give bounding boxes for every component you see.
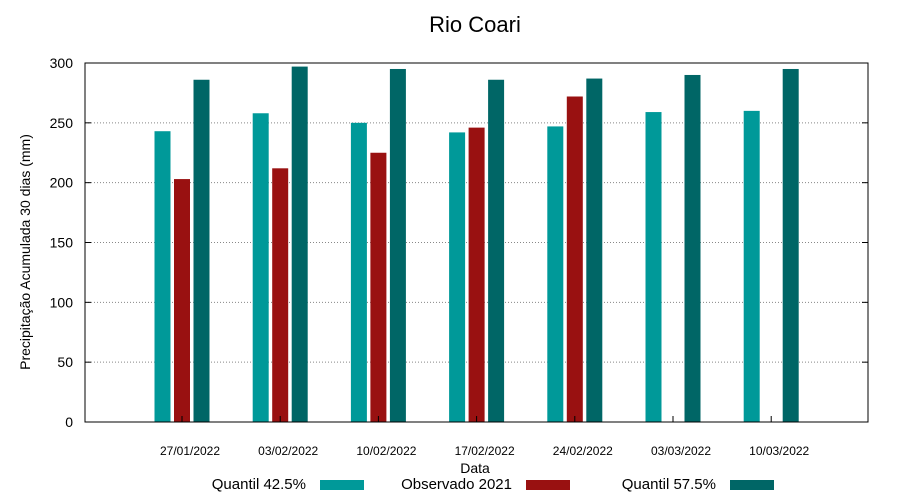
x-tick-label: 03/02/2022: [258, 444, 318, 458]
legend-label: Quantil 42.5%: [212, 476, 306, 493]
bar-quantil-42-5--5: [645, 112, 662, 423]
chart-title: Rio Coari: [429, 12, 521, 37]
bar-quantil-42-5--6: [743, 110, 760, 422]
bar-observado-2021-0: [174, 179, 190, 422]
y-tick-label: 300: [50, 55, 74, 71]
x-tick-label: 27/01/2022: [160, 444, 220, 458]
x-tick-label: 24/02/2022: [553, 444, 613, 458]
bar-quantil-57-5--6: [782, 68, 799, 422]
x-tick-label: 10/02/2022: [356, 444, 416, 458]
legend-swatch: [526, 480, 570, 490]
x-tick-label: 17/02/2022: [455, 444, 515, 458]
legend-label: Observado 2021: [401, 476, 512, 493]
bar-observado-2021-4: [566, 96, 583, 423]
y-tick-label: 200: [50, 175, 74, 191]
legend: Quantil 42.5% Observado 2021 Quantil 57.5%: [212, 476, 774, 493]
bar-quantil-57-5--5: [684, 74, 701, 422]
bar-observado-2021-3: [468, 127, 485, 423]
x-axis-ticks: 27/01/2022 03/02/2022 10/02/2022 17/02/2022…: [160, 416, 810, 458]
legend-swatch: [320, 480, 364, 490]
y-tick-label: 0: [65, 414, 73, 430]
bar-quantil-42-5--1: [252, 113, 269, 422]
y-tick-label: 150: [50, 235, 74, 251]
bar-quantil-57-5--0: [193, 79, 210, 423]
x-tick-label: 10/03/2022: [749, 444, 809, 458]
x-axis-label: Data: [460, 460, 490, 476]
bar-quantil-57-5--2: [389, 68, 406, 422]
y-axis-ticks: 0 50 100 150 200 250 300: [50, 55, 868, 430]
y-tick-label: 50: [57, 354, 73, 370]
bar-quantil-42-5--3: [449, 132, 466, 422]
bar-quantil-57-5--3: [488, 79, 505, 423]
legend-swatch: [730, 480, 774, 490]
y-tick-label: 100: [50, 294, 74, 310]
bar-quantil-57-5--4: [586, 78, 603, 422]
bar-observado-2021-2: [370, 152, 387, 422]
bar-quantil-42-5--0: [154, 131, 171, 422]
bars: [154, 66, 799, 423]
y-axis-label: Precipitação Acumulada 30 dias (mm): [17, 134, 33, 370]
x-tick-label: 03/03/2022: [651, 444, 711, 458]
bar-observado-2021-1: [272, 168, 289, 422]
bar-quantil-42-5--4: [547, 126, 564, 422]
bar-quantil-57-5--1: [291, 66, 308, 422]
bar-quantil-42-5--2: [350, 122, 367, 422]
y-tick-label: 250: [50, 115, 74, 131]
legend-label: Quantil 57.5%: [622, 476, 716, 493]
